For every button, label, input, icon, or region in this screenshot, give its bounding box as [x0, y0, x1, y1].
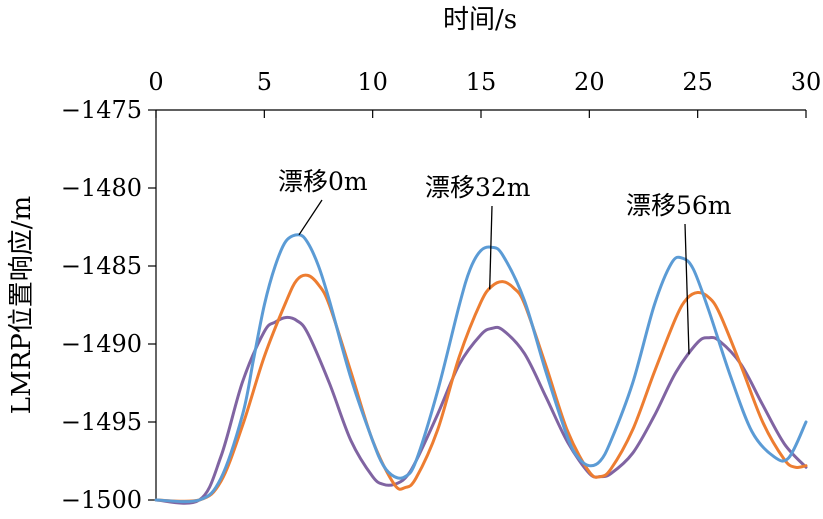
- annotation-leader-line: [684, 223, 690, 355]
- x-tick-label: 30: [791, 68, 822, 96]
- x-tick-label: 15: [466, 68, 497, 96]
- x-axis-title: 时间/s: [443, 5, 517, 35]
- annotation-leader-line: [298, 199, 323, 236]
- x-tick-label: 0: [148, 68, 163, 96]
- x-tick-label: 20: [574, 68, 605, 96]
- y-axis-title: LMRP位置响应/m: [7, 196, 37, 414]
- annotation-label: 漂移32m: [425, 173, 531, 202]
- series-line-0: [154, 233, 808, 504]
- series-line-2: [154, 315, 808, 505]
- y-tick-label: −1495: [61, 408, 142, 436]
- y-tick-label: −1475: [61, 96, 142, 124]
- x-tick-label: 10: [357, 68, 388, 96]
- x-tick-label: 25: [682, 68, 713, 96]
- axes: 0 5 10 15 20 25 30 −1475 −1480 −1485 −1490 −1495 −15…: [61, 68, 821, 514]
- annotation-label: 漂移56m: [626, 191, 732, 220]
- y-tick-label: −1490: [61, 330, 142, 358]
- plot-lines: [154, 233, 808, 505]
- annotation-leader-line: [489, 205, 493, 290]
- y-tick-label: −1485: [61, 252, 142, 280]
- annotations: 漂移0m 漂移32m 漂移56m: [278, 167, 732, 355]
- y-tick-label: −1500: [61, 486, 142, 514]
- x-tick-label: 5: [257, 68, 272, 96]
- y-tick-label: −1480: [61, 174, 142, 202]
- annotation-label: 漂移0m: [278, 167, 368, 196]
